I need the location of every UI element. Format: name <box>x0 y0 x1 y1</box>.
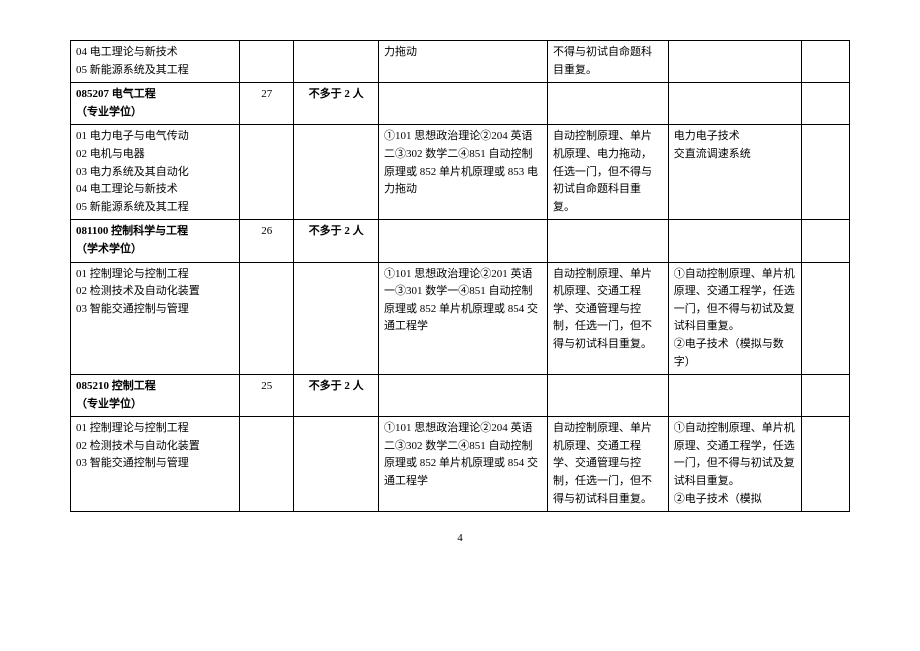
table-row: 085207 电气工程（专业学位）27不多于 2 人 <box>71 83 850 125</box>
additional-cell <box>668 83 801 125</box>
retest-cell <box>548 220 669 262</box>
additional-cell: ①自动控制原理、单片机原理、交通工程学，任选一门，但不得与初试及复试科目重复。②… <box>668 262 801 375</box>
additional-cell: ①自动控制原理、单片机原理、交通工程学，任选一门，但不得与初试及复试科目重复。②… <box>668 417 801 512</box>
quota-cell <box>240 125 294 220</box>
exam-cell: ①101 思想政治理论②204 英语二③302 数学二④851 自动控制原理或 … <box>378 125 547 220</box>
table-row: 085210 控制工程（专业学位）25不多于 2 人 <box>71 375 850 417</box>
table-row: 081100 控制科学与工程（学术学位）26不多于 2 人 <box>71 220 850 262</box>
program-cell: 081100 控制科学与工程（学术学位） <box>71 220 240 262</box>
page-number: 4 <box>70 532 850 544</box>
table-row: 01 电力电子与电气传动02 电机与电器03 电力系统及其自动化04 电工理论与… <box>71 125 850 220</box>
limit-cell: 不多于 2 人 <box>294 83 379 125</box>
exam-cell: ①101 思想政治理论②201 英语一③301 数学一④851 自动控制原理或 … <box>378 262 547 375</box>
limit-cell <box>294 262 379 375</box>
remark-cell <box>801 125 849 220</box>
program-cell: 01 电力电子与电气传动02 电机与电器03 电力系统及其自动化04 电工理论与… <box>71 125 240 220</box>
exam-cell <box>378 83 547 125</box>
retest-cell: 自动控制原理、单片机原理、交通工程学、交通管理与控制，任选一门，但不得与初试科目… <box>548 262 669 375</box>
remark-cell <box>801 375 849 417</box>
remark-cell <box>801 417 849 512</box>
program-cell: 04 电工理论与新技术05 新能源系统及其工程 <box>71 41 240 83</box>
additional-cell: 电力电子技术交直流调速系统 <box>668 125 801 220</box>
retest-cell: 自动控制原理、单片机原理、电力拖动，任选一门，但不得与初试自命题科目重复。 <box>548 125 669 220</box>
remark-cell <box>801 220 849 262</box>
quota-cell <box>240 262 294 375</box>
exam-cell: ①101 思想政治理论②204 英语二③302 数学二④851 自动控制原理或 … <box>378 417 547 512</box>
program-cell: 01 控制理论与控制工程02 检测技术及自动化装置03 智能交通控制与管理 <box>71 262 240 375</box>
retest-cell: 自动控制原理、单片机原理、交通工程学、交通管理与控制，任选一门，但不得与初试科目… <box>548 417 669 512</box>
quota-cell <box>240 417 294 512</box>
remark-cell <box>801 41 849 83</box>
limit-cell <box>294 125 379 220</box>
quota-cell: 25 <box>240 375 294 417</box>
table-row: 01 控制理论与控制工程02 检测技术及自动化装置03 智能交通控制与管理 ①10… <box>71 262 850 375</box>
exam-cell: 力拖动 <box>378 41 547 83</box>
quota-cell: 27 <box>240 83 294 125</box>
additional-cell <box>668 220 801 262</box>
additional-cell <box>668 375 801 417</box>
admissions-table: 04 电工理论与新技术05 新能源系统及其工程力拖动不得与初试自命题科目重复。0… <box>70 40 850 512</box>
limit-cell <box>294 417 379 512</box>
exam-cell <box>378 220 547 262</box>
table-row: 04 电工理论与新技术05 新能源系统及其工程 力拖动不得与初试自命题科目重复。 <box>71 41 850 83</box>
remark-cell <box>801 83 849 125</box>
exam-cell <box>378 375 547 417</box>
limit-cell: 不多于 2 人 <box>294 375 379 417</box>
limit-cell: 不多于 2 人 <box>294 220 379 262</box>
program-cell: 085207 电气工程（专业学位） <box>71 83 240 125</box>
quota-cell <box>240 41 294 83</box>
program-cell: 085210 控制工程（专业学位） <box>71 375 240 417</box>
program-cell: 01 控制理论与控制工程02 检测技术与自动化装置03 智能交通控制与管理 <box>71 417 240 512</box>
limit-cell <box>294 41 379 83</box>
retest-cell: 不得与初试自命题科目重复。 <box>548 41 669 83</box>
quota-cell: 26 <box>240 220 294 262</box>
retest-cell <box>548 375 669 417</box>
retest-cell <box>548 83 669 125</box>
remark-cell <box>801 262 849 375</box>
additional-cell <box>668 41 801 83</box>
table-row: 01 控制理论与控制工程02 检测技术与自动化装置03 智能交通控制与管理 ①10… <box>71 417 850 512</box>
